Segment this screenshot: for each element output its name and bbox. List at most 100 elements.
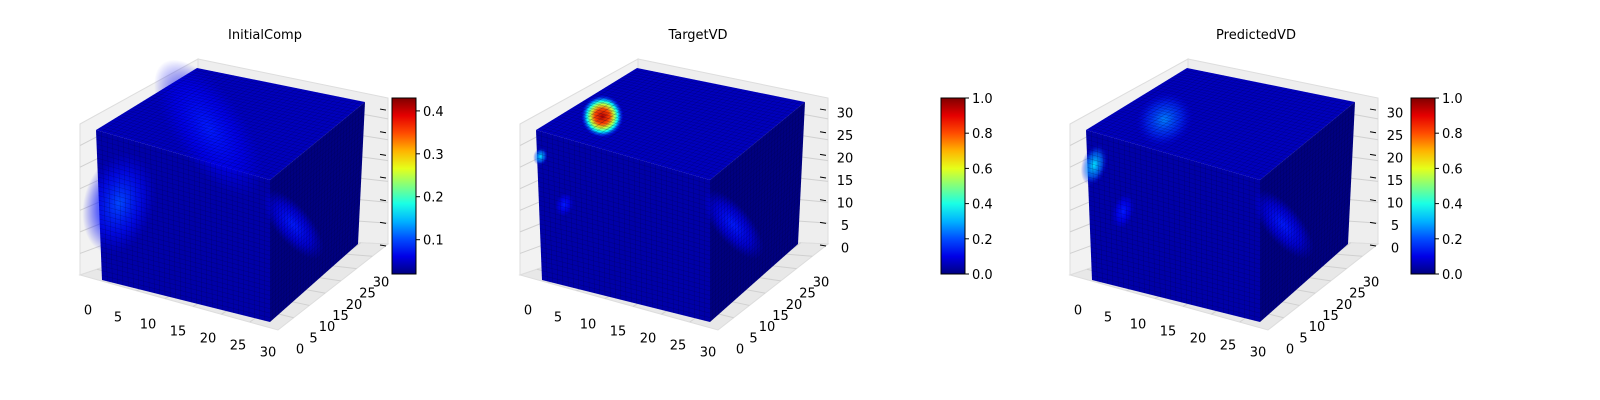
- z-tick-label: 5: [1391, 219, 1399, 234]
- x-tick-label: 20: [200, 332, 217, 347]
- x-tick-label: 15: [610, 325, 627, 340]
- y-tick-label: 15: [1322, 309, 1339, 324]
- colorbar-tick-label: 0.6: [972, 162, 993, 177]
- chart-title: InitialComp: [228, 28, 302, 43]
- y-tick-label: 25: [799, 287, 816, 302]
- x-tick-label: 30: [700, 346, 717, 361]
- z-tick-mark: [379, 153, 387, 156]
- cube-side-face: [710, 102, 805, 322]
- z-tick-mark: [1369, 108, 1377, 111]
- colorbar-tick-label: 0.2: [1442, 233, 1463, 248]
- z-tick-label: 25: [1387, 129, 1404, 144]
- y-tick-label: 10: [759, 320, 776, 335]
- z-tick-mark: [819, 199, 827, 202]
- colorbar-tick-label: 0.6: [1442, 162, 1463, 177]
- x-tick-label: 30: [260, 346, 277, 361]
- x-tick-label: 25: [230, 339, 247, 354]
- colorbar-tick-label: 0.8: [1442, 127, 1463, 142]
- y-tick-label: 30: [373, 276, 390, 291]
- hotspot-front-3: [1111, 193, 1135, 229]
- colorbar-tick-label: 0.0: [1442, 268, 1463, 283]
- x-tick-label: 25: [670, 339, 687, 354]
- z-tick-mark: [1369, 131, 1377, 134]
- colorbar-tick-label: 1.0: [972, 92, 993, 107]
- hotspot-front-2: [1080, 144, 1108, 186]
- z-tick-mark: [819, 131, 827, 134]
- colorbar-tick-label: 0.2: [972, 233, 993, 248]
- y-tick-label: 5: [749, 331, 757, 346]
- z-tick-label: 10: [1387, 197, 1404, 212]
- y-tick-label: 20: [1336, 298, 1353, 313]
- colorbar: [1410, 97, 1436, 275]
- z-tick-mark: [379, 176, 387, 179]
- y-tick-label: 0: [736, 343, 744, 358]
- hotspot-front-2: [82, 151, 157, 255]
- x-tick-label: 0: [524, 304, 532, 319]
- z-tick-mark: [1369, 221, 1377, 224]
- z-tick-mark: [819, 176, 827, 179]
- hotspot-front-3: [555, 192, 574, 217]
- colorbar-tick-label: 0.3: [423, 148, 444, 163]
- cube-front-face: [536, 130, 710, 322]
- z-tick-mark: [379, 244, 387, 247]
- colorbar-tick-label: 0.4: [423, 105, 444, 120]
- colorbar: [391, 97, 417, 275]
- x-tick-label: 25: [1220, 339, 1237, 354]
- colorbar-tick-label: 0.4: [972, 198, 993, 213]
- z-tick-mark: [1369, 199, 1377, 202]
- z-tick-label: 0: [841, 242, 849, 257]
- voxel-grid: [96, 68, 365, 321]
- y-tick-label: 25: [359, 287, 376, 302]
- x-tick-label: 5: [554, 311, 562, 326]
- y-tick-label: 5: [1299, 331, 1307, 346]
- colorbar-tick-label: 0.1: [423, 234, 444, 249]
- z-tick-mark: [1369, 244, 1377, 247]
- z-tick-mark: [379, 131, 387, 134]
- z-tick-mark: [819, 221, 827, 224]
- colorbar-tick-label: 0.4: [1442, 198, 1463, 213]
- x-tick-label: 30: [1250, 346, 1267, 361]
- z-tick-label: 10: [837, 197, 854, 212]
- x-tick-label: 20: [640, 332, 657, 347]
- chart-title: TargetVD: [667, 28, 727, 43]
- hotspot-side-4: [1252, 189, 1314, 259]
- z-tick-label: 30: [837, 107, 854, 122]
- z-tick-mark: [819, 108, 827, 111]
- x-tick-label: 0: [1074, 304, 1082, 319]
- z-tick-label: 25: [837, 129, 854, 144]
- cube-side-face: [270, 102, 365, 322]
- z-tick-mark: [379, 199, 387, 202]
- colorbar-tick-label: 0.2: [423, 191, 444, 206]
- y-tick-label: 20: [786, 298, 803, 313]
- x-tick-label: 5: [1104, 311, 1112, 326]
- y-tick-label: 5: [309, 331, 317, 346]
- y-tick-label: 0: [1286, 343, 1294, 358]
- cube-front-face: [1086, 130, 1260, 322]
- z-tick-label: 5: [841, 219, 849, 234]
- z-tick-mark: [1369, 176, 1377, 179]
- x-tick-label: 15: [170, 325, 187, 340]
- x-tick-label: 20: [1190, 332, 1207, 347]
- x-tick-label: 5: [114, 311, 122, 326]
- z-tick-label: 15: [1387, 174, 1404, 189]
- hotspot-side-3: [262, 189, 324, 259]
- colorbar-tick-label: 0.8: [972, 127, 993, 142]
- y-tick-label: 10: [319, 320, 336, 335]
- z-tick-label: 15: [837, 174, 854, 189]
- y-tick-label: 0: [296, 343, 304, 358]
- voxel-grid: [1086, 68, 1355, 321]
- x-tick-label: 0: [84, 304, 92, 319]
- x-tick-label: 15: [1160, 325, 1177, 340]
- z-tick-label: 30: [1387, 107, 1404, 122]
- z-tick-mark: [819, 244, 827, 247]
- z-tick-mark: [1369, 153, 1377, 156]
- y-tick-label: 20: [346, 298, 363, 313]
- x-tick-label: 10: [1130, 318, 1147, 333]
- y-tick-label: 15: [332, 309, 349, 324]
- voxel-grid: [536, 68, 805, 321]
- cube-side-face: [1260, 102, 1355, 322]
- z-tick-mark: [379, 108, 387, 111]
